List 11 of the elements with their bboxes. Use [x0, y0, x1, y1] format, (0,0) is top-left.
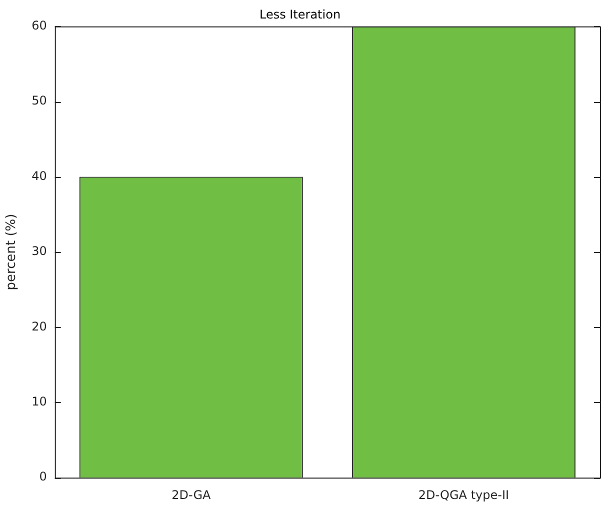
y-tick-label: 60 [32, 18, 47, 33]
y-tick-label: 40 [32, 168, 47, 183]
x-tick-label: 2D-QGA type-II [418, 488, 510, 502]
y-tick-label: 20 [32, 319, 47, 334]
y-axis-title: percent (%) [4, 214, 20, 290]
y-tick-label: 10 [32, 394, 47, 409]
y-tick-label: 0 [39, 470, 47, 484]
y-tick-label: 50 [32, 94, 47, 108]
y-tick-label: 30 [32, 244, 47, 258]
x-tick-label: 2D-GA [172, 488, 212, 502]
chart-title: Less Iteration [259, 7, 341, 22]
